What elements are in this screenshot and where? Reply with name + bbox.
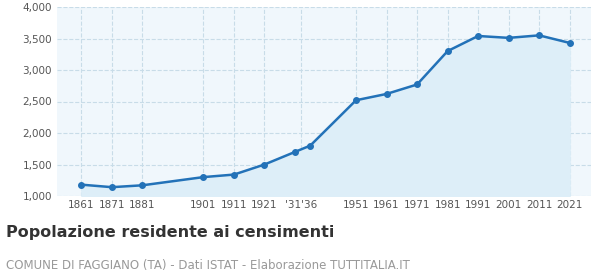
Text: Popolazione residente ai censimenti: Popolazione residente ai censimenti: [6, 225, 334, 241]
Text: COMUNE DI FAGGIANO (TA) - Dati ISTAT - Elaborazione TUTTITALIA.IT: COMUNE DI FAGGIANO (TA) - Dati ISTAT - E…: [6, 259, 410, 272]
